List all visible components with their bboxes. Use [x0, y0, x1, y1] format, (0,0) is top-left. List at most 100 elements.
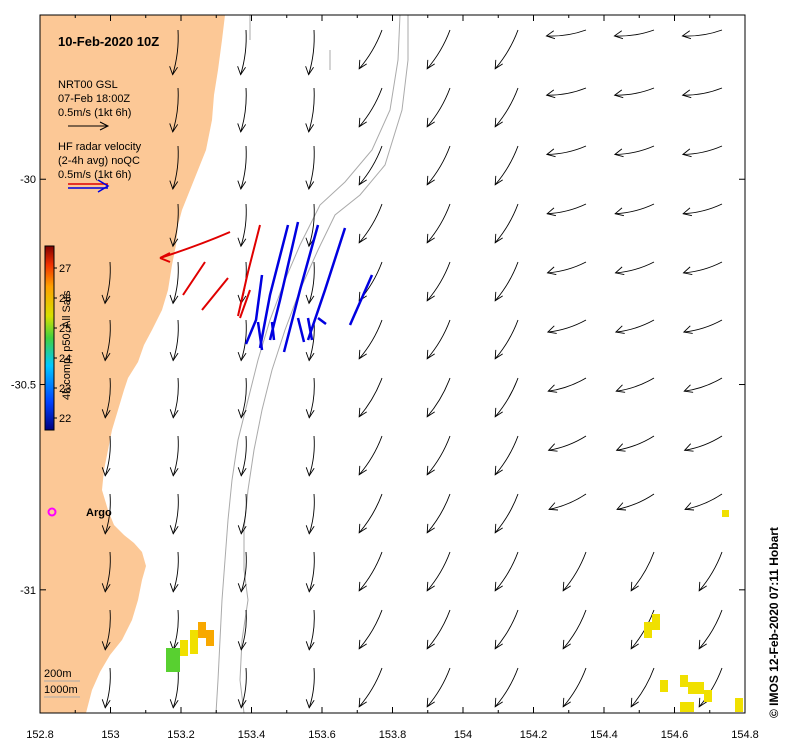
sst-colorbar — [44, 245, 55, 431]
radar-subtitle: (2-4h avg) noQC — [58, 155, 140, 167]
lat-tick-label: -30 — [20, 174, 36, 186]
model-arrow — [494, 261, 519, 302]
lon-tick-label: 152.8 — [26, 729, 54, 741]
model-arrow — [237, 667, 247, 709]
model-arrow — [169, 29, 179, 76]
coastline-land — [40, 15, 225, 713]
model-arrow — [237, 493, 247, 535]
map-title: 10-Feb-2020 10Z — [58, 34, 159, 49]
lon-tick-label: 153.8 — [379, 729, 407, 741]
lon-tick-label: 154.8 — [731, 729, 759, 741]
argo-float-marker[interactable] — [47, 507, 57, 517]
model-arrow — [101, 551, 111, 593]
model-arrow — [426, 435, 451, 476]
model-arrow — [169, 87, 179, 133]
model-arrow — [237, 435, 247, 477]
model-arrow — [305, 493, 315, 535]
radar-scale-arrow-icon — [68, 179, 110, 193]
model-arrow — [613, 29, 655, 40]
model-arrow — [237, 319, 247, 362]
model-arrow — [101, 609, 111, 651]
model-arrow — [547, 435, 587, 452]
colorbar-label: 4h comp, p50, All Sats — [61, 290, 73, 400]
model-arrow — [494, 29, 519, 70]
model-arrow — [615, 377, 655, 393]
radar-vector — [182, 261, 206, 296]
model-arrow — [682, 319, 723, 334]
model-arrow — [426, 319, 451, 360]
model-arrow — [630, 551, 655, 592]
model-arrow — [305, 551, 315, 593]
radar-vector — [348, 274, 374, 326]
radar-vector — [239, 289, 251, 319]
model-arrow — [426, 551, 451, 592]
model-arrow — [358, 203, 383, 244]
model-arrow — [169, 493, 179, 535]
model-arrow — [562, 551, 587, 592]
model-arrow — [305, 667, 315, 709]
model-arrow — [613, 87, 655, 99]
model-arrow — [169, 667, 179, 709]
model-arrow — [614, 261, 655, 276]
colorbar-tick-label: 25 — [59, 323, 71, 335]
radar-vector — [159, 231, 231, 263]
sst-pixels — [166, 510, 743, 712]
model-arrow — [101, 319, 111, 362]
model-arrow — [358, 493, 383, 534]
model-arrow — [358, 145, 383, 186]
model-arrow — [101, 435, 111, 477]
model-scale-arrow-icon — [68, 121, 110, 131]
colorbar-tick-label: 26 — [59, 293, 71, 305]
model-arrow — [305, 609, 315, 651]
colorbar-tick-label: 24 — [59, 353, 71, 365]
model-arrow — [169, 203, 179, 248]
model-arrow — [616, 493, 655, 511]
model-arrow — [426, 203, 451, 244]
bathymetry-contour-1000m — [239, 15, 409, 713]
model-arrow — [684, 493, 723, 511]
model-arrow — [358, 435, 383, 476]
model-arrow — [169, 435, 179, 477]
model-arrow — [698, 551, 723, 592]
model-arrow — [358, 667, 383, 708]
lon-tick-label: 154.6 — [661, 729, 689, 741]
model-arrow — [548, 493, 587, 511]
model-arrow — [681, 29, 723, 40]
model-arrow — [681, 87, 723, 99]
lon-tick-label: 153.4 — [238, 729, 266, 741]
lon-tick-label: 154 — [454, 729, 472, 741]
model-arrow — [237, 29, 247, 76]
model-arrow — [494, 319, 519, 360]
bathymetry-contour-200m — [215, 15, 401, 713]
model-arrow — [101, 493, 111, 535]
radar-title: HF radar velocity — [58, 141, 142, 153]
model-arrow — [305, 29, 315, 76]
model-arrow — [682, 203, 723, 217]
lon-tick-label: 153.6 — [308, 729, 336, 741]
model-arrow — [305, 87, 315, 133]
radar-vector — [237, 224, 261, 317]
lon-tick-label: 154.2 — [520, 729, 548, 741]
model-arrow — [682, 261, 723, 276]
model-arrow — [101, 261, 111, 305]
model-arrow — [169, 145, 179, 191]
model-arrow — [101, 667, 111, 709]
model-arrow — [683, 377, 723, 393]
model-arrow — [426, 87, 451, 128]
radar-vector — [258, 224, 290, 349]
model-arrow — [358, 29, 383, 70]
model-arrow — [358, 377, 383, 418]
model-arrow — [545, 87, 587, 99]
model-arrow — [169, 609, 179, 651]
lon-tick-label: 153 — [101, 729, 119, 741]
radar-vector — [306, 227, 347, 341]
model-arrow — [546, 261, 587, 276]
model-arrow — [494, 145, 519, 186]
model-arrow — [630, 667, 655, 708]
model-arrow — [358, 319, 383, 360]
model-arrow — [613, 145, 655, 158]
model-arrow — [426, 377, 451, 418]
model-arrow — [683, 435, 723, 452]
model-arrow — [494, 609, 519, 650]
